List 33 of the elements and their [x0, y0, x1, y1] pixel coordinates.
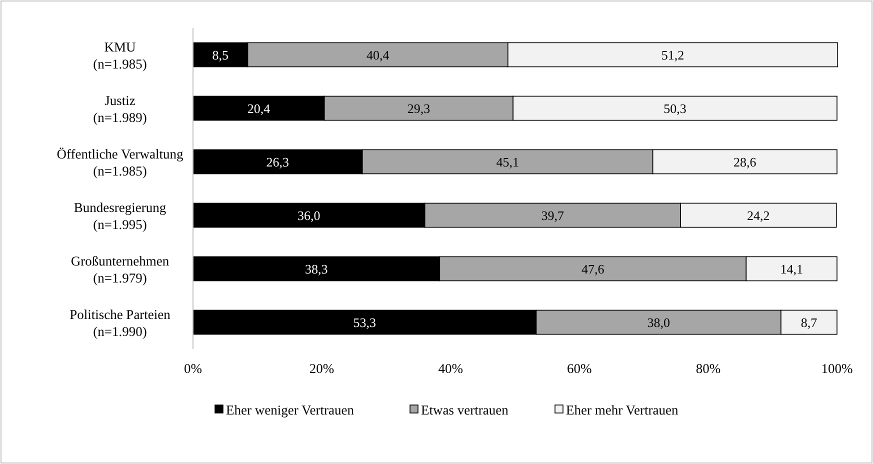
data-label: 36,0 — [298, 208, 320, 223]
y-tick-label: Bundesregierung (n=1.995) — [74, 200, 166, 232]
data-label: 53,3 — [353, 314, 376, 330]
data-label: 38,0 — [647, 314, 670, 330]
y-tick-label: Großunternehmen (n=1.979) — [70, 253, 170, 286]
x-tick-label: 100% — [821, 361, 853, 376]
data-label: 45,1 — [496, 154, 519, 170]
legend-label: Eher mehr Vertrauen — [566, 402, 678, 418]
y-tick-label: KMU (n=1.985) — [93, 39, 147, 72]
x-tick-label: 0% — [184, 361, 202, 376]
data-label: 39,7 — [541, 208, 565, 223]
x-tick-label: 80% — [696, 361, 721, 376]
data-label: 51,2 — [661, 47, 684, 62]
data-label: 47,6 — [582, 261, 605, 276]
x-tick-label: 20% — [309, 361, 334, 376]
x-tick-label: 40% — [438, 361, 463, 376]
y-tick-label: Justiz (n=1.989) — [93, 92, 147, 125]
x-tick-label: 60% — [567, 361, 592, 376]
y-tick-label: Politische Parteien (n=1.990) — [70, 306, 171, 339]
data-label: 29,3 — [407, 100, 430, 116]
data-label: 20,4 — [247, 100, 271, 116]
data-label: 8,5 — [212, 47, 228, 62]
data-label: 8,7 — [800, 314, 818, 330]
data-label: 40,4 — [366, 47, 390, 62]
data-label: 38,3 — [304, 261, 328, 276]
data-label: 50,3 — [664, 100, 686, 116]
data-label: 26,3 — [266, 154, 290, 170]
legend-label: Eher weniger Vertrauen — [226, 402, 354, 418]
y-tick-label: Öffentliche Verwaltung (n=1.985) — [56, 146, 184, 178]
data-label: 24,2 — [747, 208, 770, 223]
legend-label: Etwas vertrauen — [421, 402, 509, 418]
data-label: 28,6 — [734, 154, 757, 170]
data-label: 14,1 — [780, 261, 803, 276]
